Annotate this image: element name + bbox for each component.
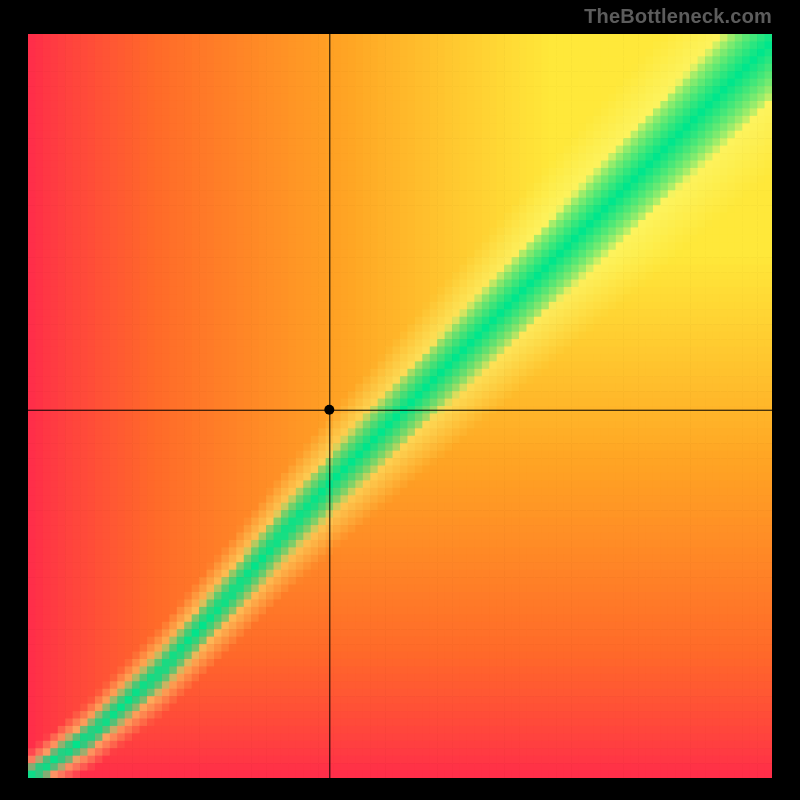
bottleneck-heatmap (28, 34, 772, 778)
watermark-text: TheBottleneck.com (584, 6, 772, 29)
chart-frame: { "watermark": { "text": "TheBottleneck.… (0, 0, 800, 800)
